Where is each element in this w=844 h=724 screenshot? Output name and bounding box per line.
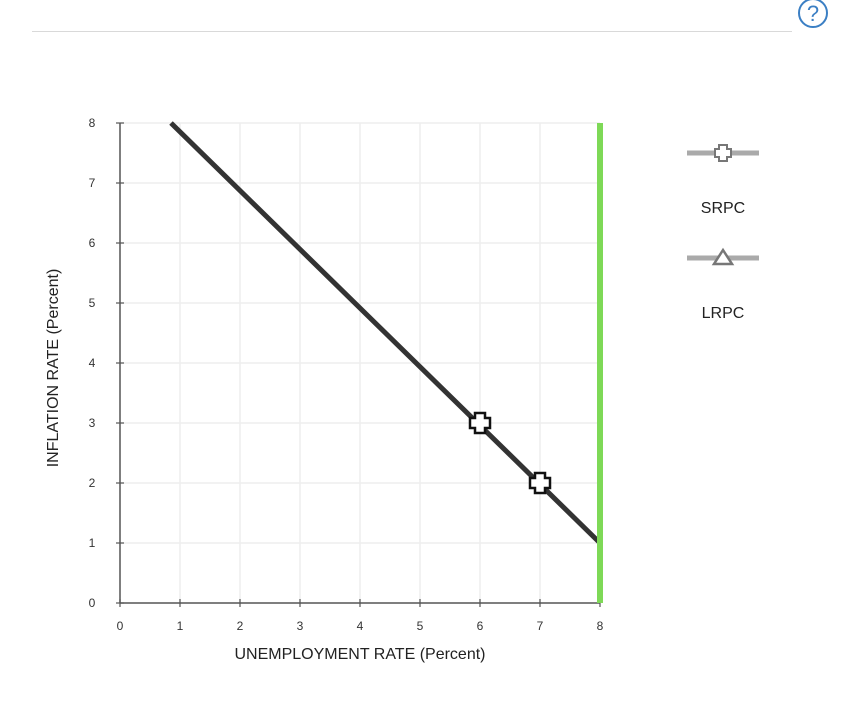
srpc-curve: [169, 121, 602, 545]
y-tick-label: 4: [89, 356, 96, 370]
x-tick-label: 7: [537, 619, 544, 633]
srpc-point: [528, 471, 552, 495]
y-tick-label: 6: [89, 236, 96, 250]
legend-lrpc-triangle-icon: [711, 247, 735, 266]
x-tick-label: 3: [297, 619, 304, 633]
legend-srpc-plus-icon: [714, 144, 732, 162]
legend-lrpc-label: LRPC: [702, 305, 745, 322]
y-tick-label: 3: [89, 416, 96, 430]
legend-item-srpc[interactable]: SRPC: [687, 144, 759, 217]
x-tick-label: 1: [177, 619, 184, 633]
x-tick-label: 5: [417, 619, 424, 633]
y-tick-label: 0: [89, 596, 96, 610]
x-tick-label: 6: [477, 619, 484, 633]
legend: SRPC LRPC: [687, 144, 759, 322]
help-icon-glyph: ?: [807, 1, 819, 26]
x-tick-label: 4: [357, 619, 364, 633]
legend-item-lrpc[interactable]: LRPC: [687, 247, 759, 322]
series-layer: [169, 121, 603, 603]
grid: [120, 122, 601, 603]
x-tick-label: 8: [597, 619, 604, 633]
y-tick-label: 5: [89, 296, 96, 310]
y-tick-label: 2: [89, 476, 96, 490]
x-axis-label: UNEMPLOYMENT RATE (Percent): [234, 646, 485, 663]
x-tick-label: 0: [117, 619, 124, 633]
y-tick-label: 7: [89, 176, 96, 190]
x-tick-label: 2: [237, 619, 244, 633]
y-axis-label: INFLATION RATE (Percent): [45, 269, 62, 468]
srpc-point: [468, 411, 492, 435]
legend-srpc-label: SRPC: [701, 200, 745, 217]
y-tick-label: 8: [89, 116, 96, 130]
y-tick-label: 1: [89, 536, 96, 550]
axes: 0 1 2 3 4 5 6 7 8 0 1 2 3 4 5 6 7 8: [89, 116, 604, 633]
top-divider: [32, 31, 792, 32]
help-icon[interactable]: ?: [798, 0, 828, 30]
